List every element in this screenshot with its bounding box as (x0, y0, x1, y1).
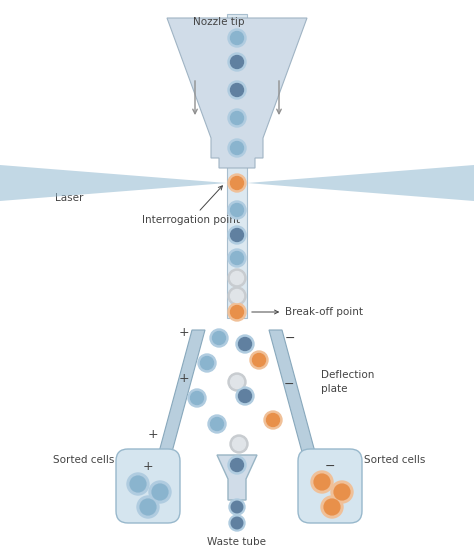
Circle shape (130, 476, 146, 492)
Polygon shape (247, 165, 474, 201)
Circle shape (191, 391, 203, 404)
Circle shape (140, 499, 156, 515)
Text: Sorted cells: Sorted cells (53, 455, 114, 465)
Circle shape (228, 174, 246, 192)
Text: +: + (143, 460, 153, 472)
Circle shape (198, 354, 216, 372)
Text: Waste tube: Waste tube (208, 537, 266, 547)
Circle shape (233, 437, 246, 450)
Circle shape (264, 411, 282, 429)
Circle shape (188, 389, 206, 407)
Text: +: + (178, 372, 189, 385)
Circle shape (228, 373, 246, 391)
Circle shape (253, 353, 265, 367)
Circle shape (331, 481, 353, 503)
Text: −: − (284, 378, 294, 391)
Circle shape (230, 435, 248, 453)
Circle shape (152, 484, 168, 500)
Polygon shape (269, 330, 315, 452)
Circle shape (321, 496, 343, 518)
Circle shape (210, 418, 223, 431)
Circle shape (228, 303, 246, 321)
Circle shape (311, 471, 333, 493)
Polygon shape (217, 455, 257, 500)
Circle shape (230, 176, 244, 190)
Circle shape (228, 226, 246, 244)
Circle shape (127, 473, 149, 495)
Circle shape (228, 139, 246, 157)
Circle shape (208, 415, 226, 433)
Circle shape (324, 499, 340, 515)
Circle shape (228, 201, 246, 219)
Circle shape (228, 29, 246, 47)
Text: Break-off point: Break-off point (252, 307, 363, 317)
Circle shape (228, 456, 246, 474)
Circle shape (229, 499, 245, 515)
Circle shape (230, 32, 244, 44)
Text: Laser: Laser (55, 193, 83, 203)
Circle shape (266, 414, 280, 426)
Text: +: + (147, 429, 158, 442)
Circle shape (201, 357, 213, 369)
Text: +: + (178, 327, 189, 340)
Circle shape (230, 112, 244, 124)
Circle shape (231, 501, 243, 513)
Circle shape (212, 332, 226, 345)
Text: −: − (325, 460, 335, 472)
Text: Interrogation point: Interrogation point (142, 186, 240, 225)
Polygon shape (167, 18, 307, 168)
Circle shape (228, 287, 246, 305)
Circle shape (229, 515, 245, 531)
Circle shape (238, 390, 252, 402)
Circle shape (230, 229, 244, 242)
Circle shape (238, 338, 252, 351)
Text: Sorted cells: Sorted cells (364, 455, 425, 465)
Circle shape (250, 351, 268, 369)
Polygon shape (159, 330, 205, 452)
Text: Deflection
plate: Deflection plate (321, 370, 374, 393)
Circle shape (230, 55, 244, 68)
Circle shape (228, 269, 246, 287)
Text: Nozzle tip: Nozzle tip (193, 17, 245, 27)
Circle shape (137, 496, 159, 518)
Circle shape (236, 387, 254, 405)
Circle shape (231, 517, 243, 529)
FancyBboxPatch shape (298, 449, 362, 523)
Circle shape (236, 335, 254, 353)
Circle shape (230, 141, 244, 155)
Bar (227, 14, 247, 318)
Circle shape (230, 306, 244, 318)
Circle shape (230, 271, 244, 284)
Circle shape (228, 249, 246, 267)
Circle shape (230, 375, 244, 389)
Circle shape (228, 109, 246, 127)
Circle shape (210, 329, 228, 347)
Circle shape (228, 81, 246, 99)
Circle shape (230, 203, 244, 216)
Text: −: − (285, 332, 295, 345)
Circle shape (228, 53, 246, 71)
Circle shape (334, 484, 350, 500)
Circle shape (230, 252, 244, 265)
Circle shape (230, 289, 244, 302)
Circle shape (230, 83, 244, 96)
FancyBboxPatch shape (116, 449, 180, 523)
Circle shape (314, 474, 330, 490)
Circle shape (149, 481, 171, 503)
Polygon shape (0, 165, 227, 201)
Circle shape (230, 459, 244, 471)
